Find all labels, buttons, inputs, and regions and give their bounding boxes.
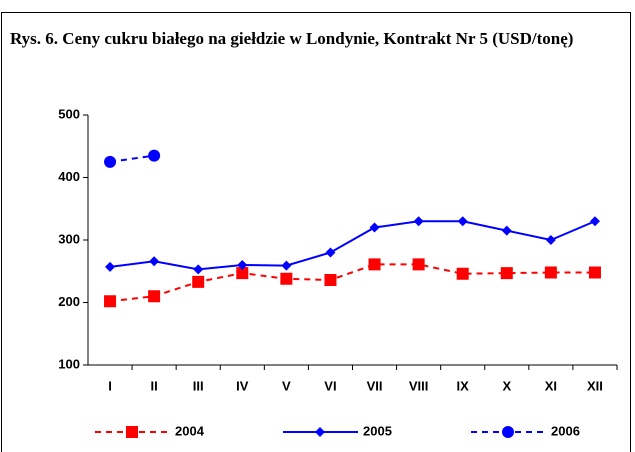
marker — [500, 267, 513, 280]
x-tick-label: V — [282, 378, 291, 393]
x-tick-label: I — [108, 378, 112, 393]
series-line — [109, 154, 155, 163]
marker — [412, 258, 425, 271]
x-tick-label: IX — [457, 378, 470, 393]
legend-label: 2006 — [551, 423, 580, 438]
marker — [369, 222, 380, 233]
marker — [105, 261, 116, 272]
marker — [149, 256, 160, 267]
marker — [148, 149, 161, 162]
marker — [236, 267, 249, 280]
x-tick-label: III — [193, 378, 204, 393]
frame — [1, 12, 631, 452]
marker — [237, 260, 248, 270]
marker — [104, 295, 117, 308]
chart-title: Rys. 6. Ceny cukru białego na giełdzie w… — [10, 29, 574, 48]
marker — [192, 275, 205, 288]
x-tick-label: IV — [236, 378, 249, 393]
marker — [501, 225, 512, 236]
marker — [588, 266, 601, 279]
marker — [368, 258, 381, 271]
x-tick-label: X — [502, 378, 511, 393]
x-tick-label: XII — [587, 378, 603, 393]
marker — [413, 216, 424, 227]
marker — [104, 155, 117, 168]
marker — [545, 235, 556, 245]
x-tick-label: II — [151, 378, 158, 393]
y-tick-label: 300 — [58, 231, 80, 246]
x-tick-label: VIII — [409, 378, 429, 393]
x-tick-label: XI — [545, 378, 557, 393]
marker — [589, 216, 600, 227]
x-tick-label: VI — [324, 378, 336, 393]
marker — [148, 290, 161, 303]
legend-label: 2004 — [175, 423, 205, 438]
marker — [544, 266, 557, 279]
y-tick-label: 400 — [58, 169, 80, 184]
series-line — [109, 220, 596, 271]
marker — [324, 274, 337, 286]
legend-label: 2005 — [363, 423, 392, 438]
marker — [456, 267, 469, 280]
series-line — [109, 263, 595, 303]
marker — [315, 427, 325, 437]
marker — [457, 216, 468, 227]
y-tick-label: 200 — [58, 294, 80, 309]
marker — [126, 426, 138, 438]
x-tick-label: VII — [367, 378, 383, 393]
y-tick-label: 500 — [58, 106, 80, 121]
marker — [502, 426, 514, 438]
marker — [193, 264, 204, 275]
marker — [280, 272, 293, 285]
marker — [281, 260, 292, 271]
marker — [325, 247, 336, 258]
y-tick-label: 100 — [58, 356, 80, 371]
